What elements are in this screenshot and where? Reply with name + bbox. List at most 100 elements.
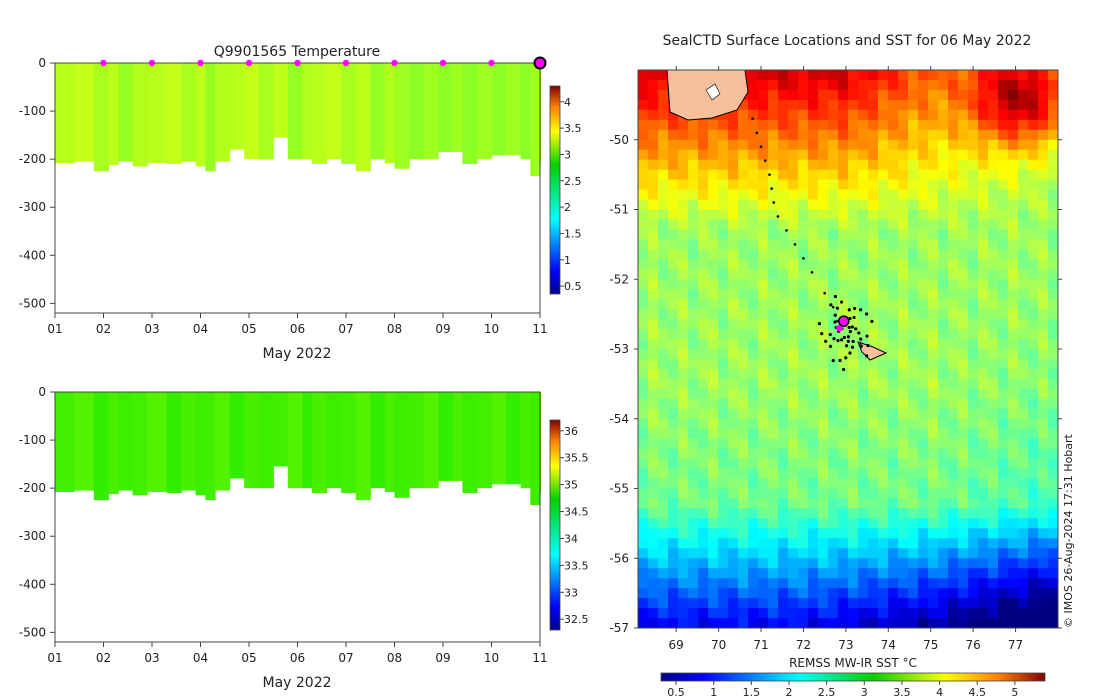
sst-cell <box>998 189 1009 201</box>
sst-cell <box>888 498 899 510</box>
sst-cell <box>888 428 899 440</box>
sst-cell <box>918 428 929 440</box>
sst-cell <box>818 89 829 101</box>
sst-cell <box>668 468 679 480</box>
sst-cell <box>908 99 919 111</box>
sst-cell <box>708 478 719 490</box>
sst-cell <box>938 179 949 191</box>
sst-cell <box>908 309 919 320</box>
x-tick-label: 10 <box>484 322 499 336</box>
sst-field <box>638 70 1058 628</box>
sst-cell <box>938 259 949 270</box>
sst-cell <box>928 89 939 101</box>
profile-column <box>423 392 439 489</box>
sst-cell <box>928 448 939 460</box>
sst-cell <box>688 528 699 539</box>
y-tick-label: -400 <box>19 577 46 591</box>
sst-cell <box>948 358 959 370</box>
sst-cell <box>758 618 769 628</box>
profile-column <box>530 63 541 176</box>
sst-cell <box>678 568 689 579</box>
sst-cell <box>698 558 709 569</box>
sst-cell <box>768 329 779 340</box>
sst-cell <box>798 239 809 250</box>
sst-cell <box>1038 568 1049 579</box>
sst-cell <box>1028 598 1039 609</box>
sst-cell <box>1028 259 1039 270</box>
sst-cell <box>1028 558 1039 569</box>
sst-cell <box>838 488 849 500</box>
sst-cell <box>1008 249 1019 260</box>
sst-cell <box>1018 79 1029 91</box>
sst-cell <box>998 219 1009 231</box>
colorbar-tick-label: 3.5 <box>564 122 582 135</box>
sst-cell <box>688 438 699 450</box>
sst-cell <box>838 478 849 490</box>
sst-cell <box>838 299 849 310</box>
sst-cell <box>648 309 659 320</box>
sst-cell <box>708 129 719 141</box>
sst-cell <box>1008 349 1019 360</box>
sst-cell <box>768 578 779 589</box>
x-tick-label: 11 <box>532 322 547 336</box>
sst-cell <box>648 269 659 280</box>
sst-cell <box>1028 229 1039 240</box>
sst-cell <box>1018 259 1029 270</box>
sst-cell <box>698 518 709 529</box>
sst-cell <box>1018 478 1029 490</box>
cluster-point <box>847 325 851 329</box>
sst-cell <box>808 189 819 201</box>
sst-cell <box>1038 458 1049 470</box>
sst-cell <box>908 468 919 480</box>
sst-cell <box>958 488 969 500</box>
lat-tick-label: -50 <box>609 133 629 147</box>
sst-cell <box>918 458 929 470</box>
track-point <box>776 215 780 218</box>
sst-cell <box>748 139 759 151</box>
sst-cell <box>738 229 749 240</box>
sst-cell <box>718 398 729 410</box>
sst-cell <box>828 438 839 450</box>
sst-cell <box>1038 299 1049 310</box>
sst-cell <box>748 468 759 480</box>
sst-cell <box>888 349 899 360</box>
sst-cell <box>998 468 1009 480</box>
sst-cell <box>1018 329 1029 340</box>
sst-cell <box>738 209 749 221</box>
sst-cell <box>978 468 989 480</box>
sst-cell <box>958 209 969 221</box>
sst-cell <box>658 209 669 221</box>
sst-cell <box>818 159 829 171</box>
track-point <box>770 187 773 190</box>
temperature-y-ticks: 0-100-200-300-400-500 <box>19 56 55 310</box>
sst-cell <box>668 129 679 141</box>
sst-cell <box>1048 538 1058 549</box>
sst-cell <box>1008 299 1019 310</box>
sst-cell <box>748 159 759 171</box>
sst-cell <box>978 179 989 191</box>
sst-cell <box>858 488 869 500</box>
cluster-point <box>829 303 833 307</box>
sst-cell <box>928 199 939 211</box>
sst-cell <box>808 99 819 111</box>
sst-cell <box>738 558 749 569</box>
sst-cell <box>778 169 789 181</box>
sst-cell <box>768 99 779 111</box>
sst-cell <box>938 488 949 500</box>
sst-cell <box>1028 498 1039 510</box>
cluster-point <box>847 308 851 312</box>
sst-cell <box>898 329 909 340</box>
sst-cell <box>988 279 999 290</box>
sst-cell <box>758 368 769 380</box>
sst-cell <box>708 339 719 350</box>
sst-cell <box>738 299 749 310</box>
sst-cell <box>838 358 849 370</box>
sst-cell <box>1048 129 1058 141</box>
sst-cell <box>888 299 899 310</box>
sst-cell <box>718 618 729 628</box>
sst-cell <box>788 299 799 310</box>
sst-cell <box>938 89 949 101</box>
sst-cell <box>648 538 659 549</box>
sst-cell <box>1018 588 1029 599</box>
sst-cell <box>658 378 669 390</box>
